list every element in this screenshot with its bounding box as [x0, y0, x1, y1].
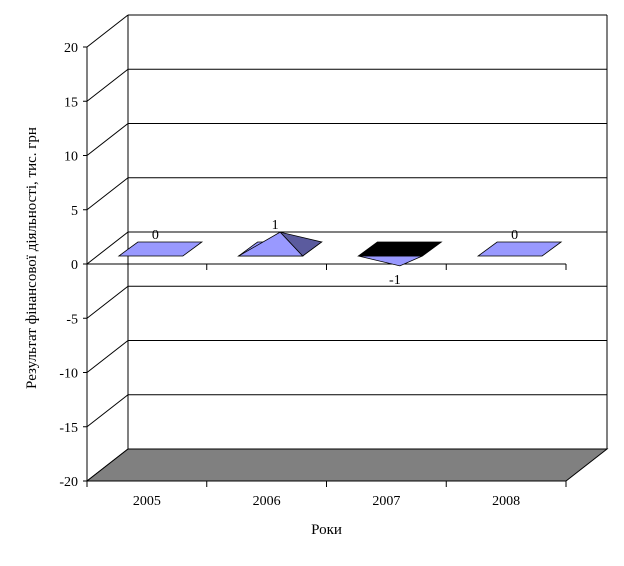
y-tick-label: 0 [71, 258, 78, 273]
data-label: 0 [511, 228, 518, 243]
y-tick-label: 20 [64, 41, 78, 56]
y-tick-label: -20 [59, 475, 78, 490]
pyramid-top-face [357, 241, 443, 257]
pyramid-base [476, 241, 563, 257]
pyramid-2006 [237, 231, 323, 257]
y-tick-connector [86, 14, 129, 48]
y-axis: -20 -15 -10 -5 0 5 10 15 20 [59, 14, 129, 490]
x-tick-label: 2008 [492, 494, 520, 509]
pyramid-series [117, 231, 563, 267]
chart-back-wall [127, 14, 608, 450]
x-tick-label: 2006 [253, 494, 281, 509]
pyramid-2005 [117, 241, 204, 257]
y-tick-connector [86, 68, 129, 102]
y-tick-connector [86, 340, 129, 373]
y-tick-label: -10 [59, 367, 78, 382]
y-tick-connector [86, 177, 129, 211]
y-tick-label: -15 [59, 421, 78, 436]
data-label: -1 [389, 273, 401, 288]
x-tick-label: 2007 [372, 494, 400, 509]
y-tick-label: 10 [64, 150, 78, 165]
chart-floor [85, 448, 609, 482]
x-axis-title: Роки [311, 522, 342, 538]
x-tick-label: 2005 [133, 494, 161, 509]
y-tick-label: 15 [64, 95, 78, 110]
pyramid-front-face [237, 231, 304, 257]
y-tick-connector [86, 123, 129, 156]
y-tick-connector [86, 394, 129, 428]
x-axis: 2005 2006 2007 2008 [86, 263, 567, 509]
y-tick-label: 5 [71, 204, 78, 219]
y-tick-label: -5 [66, 312, 78, 327]
data-label: 1 [272, 218, 279, 233]
pyramid-base [117, 241, 204, 257]
pyramid-2008 [476, 241, 563, 257]
y-axis-title: Результат фінансової діяльності, тис. гр… [24, 127, 40, 389]
y-tick-connector [86, 231, 129, 265]
data-labels: 0 1 -1 0 [152, 218, 518, 288]
floor-plane [85, 448, 609, 482]
pyramid-2007 [357, 241, 443, 267]
y-tick-connector [86, 285, 129, 319]
data-label: 0 [152, 228, 159, 243]
